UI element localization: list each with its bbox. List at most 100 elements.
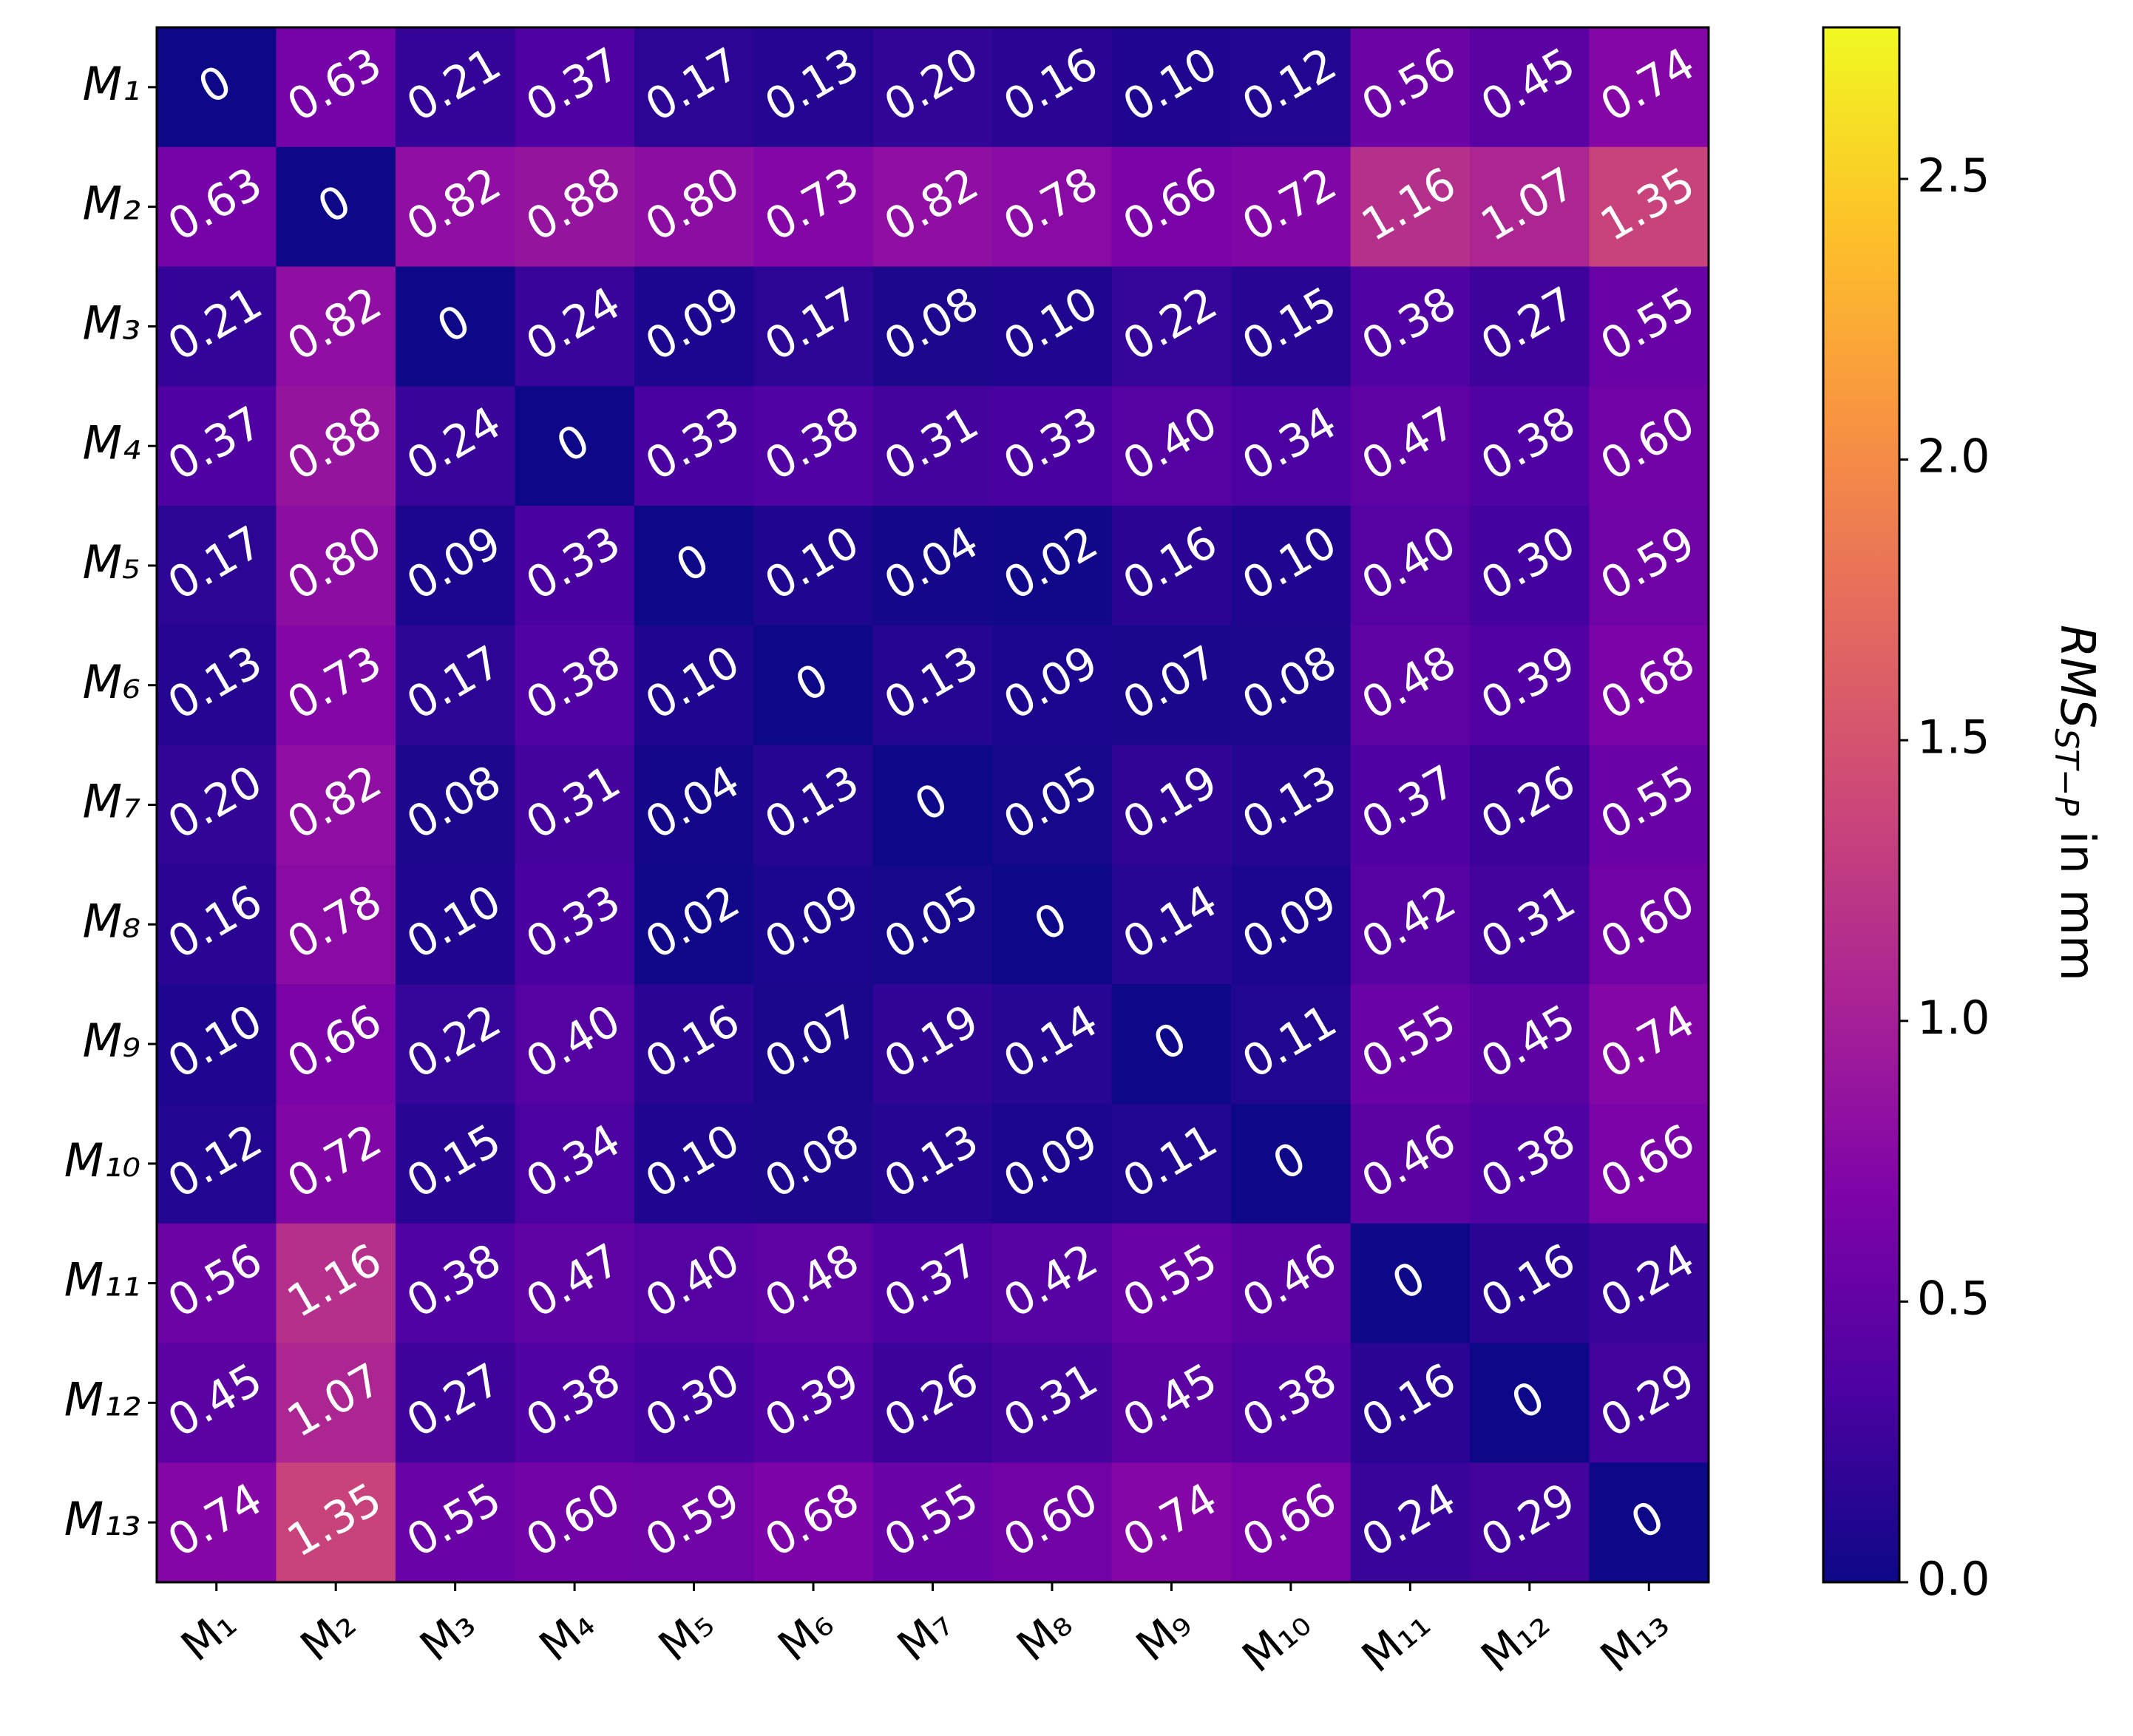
heatmap-cell (515, 27, 635, 148)
heatmap-cell (753, 1462, 874, 1583)
heatmap-cell (753, 1223, 874, 1343)
x-tick-label: M₃ (410, 1598, 484, 1671)
heatmap-cell (1470, 745, 1590, 865)
heatmap-cell (1350, 146, 1471, 268)
y-tick-label: M₃ (83, 296, 140, 350)
heatmap-cell (1350, 1462, 1471, 1583)
heatmap-cell (1589, 625, 1709, 746)
y-tick-label: M₁₂ (64, 1372, 140, 1426)
heatmap-cell (753, 1103, 874, 1224)
heatmap-cell (992, 745, 1113, 865)
heatmap-cell (276, 386, 396, 506)
heatmap-cell (1231, 506, 1352, 626)
heatmap-cell (992, 864, 1113, 985)
y-tick-label: M₂ (83, 177, 140, 231)
heatmap-cell (395, 1103, 515, 1224)
heatmap-cell (634, 1462, 754, 1583)
heatmap-cell (276, 506, 396, 626)
x-tick-label: M₄ (530, 1598, 604, 1671)
heatmap-cell (1589, 745, 1709, 865)
heatmap-cell (157, 506, 277, 626)
y-tick-label: M₇ (83, 775, 140, 829)
heatmap-cell (753, 146, 874, 268)
heatmap-cell (1231, 1343, 1352, 1463)
x-tick-label: M₉ (1127, 1598, 1201, 1671)
heatmap-cell (515, 864, 635, 985)
heatmap-cell (1231, 1103, 1352, 1224)
heatmap-cell (395, 1343, 515, 1463)
heatmap-cell (1589, 386, 1709, 506)
heatmap-cell (515, 266, 635, 387)
heatmap-cell (753, 984, 874, 1105)
colorbar-label-main: RMS (2049, 625, 2104, 728)
heatmap-cell (395, 864, 515, 985)
heatmap-cell (1231, 625, 1352, 746)
y-tick-label: M₁₀ (64, 1133, 140, 1187)
y-tick-label: M₁ (83, 57, 140, 111)
heatmap-cell (276, 1462, 396, 1583)
heatmap-cell (753, 266, 874, 387)
heatmap-cell (1470, 1223, 1590, 1343)
heatmap-cell (872, 864, 993, 985)
y-tick-label: M₅ (83, 535, 140, 589)
heatmap-cell (753, 386, 874, 506)
heatmap-cell (157, 266, 277, 387)
heatmap-cell (992, 506, 1113, 626)
heatmap-cell (1589, 1462, 1709, 1583)
heatmap-cell (1589, 27, 1709, 148)
colorbar-label: RMSST−P in mm (2047, 625, 2104, 981)
heatmap-cell (1589, 1343, 1709, 1463)
heatmap-cell (1231, 864, 1352, 985)
heatmap-cell (157, 1343, 277, 1463)
x-tick-label: M₈ (1007, 1598, 1081, 1671)
heatmap-cell (872, 266, 993, 387)
heatmap-cell (1231, 266, 1352, 387)
heatmap-cell (992, 266, 1113, 387)
heatmap-cell (395, 745, 515, 865)
heatmap-cell (992, 984, 1113, 1105)
heatmap-cell (157, 625, 277, 746)
heatmap-cell (992, 146, 1113, 268)
heatmap-cell (276, 625, 396, 746)
heatmap-cell (1231, 984, 1352, 1105)
heatmap-cell (1350, 266, 1471, 387)
heatmap-cell (872, 386, 993, 506)
x-tick-label: M₅ (649, 1598, 723, 1671)
heatmap-cell (515, 1223, 635, 1343)
heatmap-cell (634, 984, 754, 1105)
heatmap-cell (1470, 506, 1590, 626)
heatmap-cell (395, 1462, 515, 1583)
heatmap-cell (1350, 984, 1471, 1105)
heatmap-cell (1589, 146, 1709, 268)
heatmap-cell (634, 27, 754, 148)
heatmap-cell (634, 1343, 754, 1463)
heatmap-cell (634, 1223, 754, 1343)
y-tick-label: M₆ (83, 655, 140, 709)
heatmap-cell (1589, 864, 1709, 985)
heatmap-cell (1350, 27, 1471, 148)
heatmap-cell (1470, 1103, 1590, 1224)
heatmap-cell (753, 506, 874, 626)
heatmap-cell (1470, 266, 1590, 387)
heatmap-cell (276, 1223, 396, 1343)
heatmap-cell (872, 1343, 993, 1463)
y-tick-label: M₄ (83, 416, 140, 469)
heatmap-cell (1470, 864, 1590, 985)
heatmap-cell (1470, 1462, 1590, 1583)
heatmap-cell (992, 386, 1113, 506)
heatmap-cell (872, 146, 993, 268)
heatmap-cell (395, 506, 515, 626)
colorbar-tick-label: 0.5 (1917, 1271, 1990, 1325)
heatmap-cell (515, 1103, 635, 1224)
heatmap-cell (634, 266, 754, 387)
y-tick-label: M₉ (83, 1014, 140, 1068)
heatmap-cell (1350, 1103, 1471, 1224)
heatmap-cell (1111, 266, 1232, 387)
heatmap-cell (157, 1223, 277, 1343)
heatmap-cell (395, 146, 515, 268)
heatmap-cell (992, 27, 1113, 148)
colorbar-label-sub: ST−P (2047, 728, 2085, 816)
colorbar (1822, 26, 1901, 1584)
heatmap-cell (1589, 266, 1709, 387)
